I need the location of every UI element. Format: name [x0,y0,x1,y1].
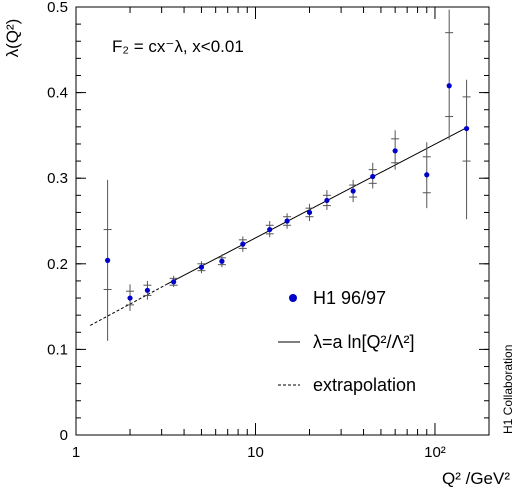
data-point [284,218,290,224]
y-tick-label: 0.3 [47,170,68,187]
extrapolation-line [89,283,167,326]
y-tick-label: 0.1 [47,341,68,358]
collaboration-label: H1 Collaboration [501,345,515,434]
data-point [392,148,398,154]
data-point [463,125,470,132]
legend-label-extrapolation: extrapolation [313,375,416,395]
data-point [144,287,151,293]
y-tick-label: 0.4 [47,85,68,102]
plot-frame [75,6,490,436]
x-axis-title: Q² /GeV² [442,469,510,488]
data-point [127,295,133,301]
x-tick-label: 10² [424,444,446,461]
legend-label-h1: H1 96/97 [313,288,386,308]
data-point [105,257,111,263]
data-point [198,264,205,270]
data-point [267,226,273,233]
fit-line [166,127,467,285]
legend-marker-h1 [289,294,297,302]
formula-annotation: F₂ = cx⁻λ, x<0.01 [112,37,244,56]
data-point [219,258,225,264]
data-point [350,188,356,194]
x-tick-label: 1 [72,444,80,461]
data-point [370,173,376,180]
data-point [171,279,177,285]
y-axis-title: λ(Q²) [3,19,22,58]
data-point [240,241,246,247]
y-tick-label: 0.2 [47,256,68,273]
legend-label-fit: λ=a ln[Q²/Λ²] [313,332,415,352]
data-point [306,209,313,216]
data-point [424,172,430,178]
y-tick-label: 0 [60,427,68,444]
y-tick-label: 0.5 [47,0,68,16]
data-point [446,83,452,89]
data-point [324,197,330,204]
x-tick-label: 10 [247,444,264,461]
